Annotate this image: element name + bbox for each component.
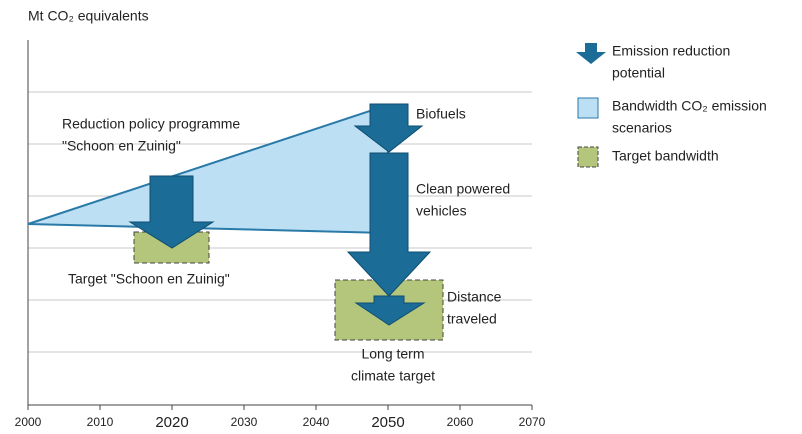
legend-label: Target bandwidth: [612, 148, 719, 164]
reduction-arrow: [353, 103, 424, 153]
legend-label: Emission reduction: [612, 43, 730, 59]
legend-label: scenarios: [612, 120, 672, 136]
annotation: Clean powered: [416, 181, 510, 197]
legend-band: [577, 97, 599, 119]
reduction-arrow: [346, 152, 432, 297]
x-tick-label: 2070: [519, 415, 546, 429]
x-tick-label: 2000: [15, 415, 42, 429]
legend-label: potential: [612, 65, 665, 81]
x-tick-label: 2020: [155, 414, 188, 431]
reduction-arrow: [128, 175, 215, 249]
legend-label: Bandwidth CO₂ emission: [612, 98, 767, 114]
annotation: Biofuels: [416, 106, 466, 122]
x-tick-label: 2060: [447, 415, 474, 429]
annotation: vehicles: [416, 203, 467, 219]
reduction-arrow: [354, 295, 426, 326]
annotation: "Schoon en Zuinig": [62, 138, 181, 154]
x-tick-label: 2050: [371, 414, 404, 431]
annotation: traveled: [447, 311, 497, 327]
annotation: Target "Schoon en Zuinig": [68, 271, 230, 287]
legend-target: [577, 146, 599, 168]
annotation: Long term: [361, 346, 424, 362]
x-tick-label: 2030: [231, 415, 258, 429]
x-tick-label: 2040: [303, 415, 330, 429]
x-tick-label: 2010: [87, 415, 114, 429]
annotation: climate target: [351, 368, 435, 384]
annotation: Distance: [447, 289, 502, 305]
y-axis-label: Mt CO₂ equivalents: [28, 8, 149, 24]
annotation: Reduction policy programme: [62, 116, 240, 132]
legend-arrow: [576, 43, 606, 64]
